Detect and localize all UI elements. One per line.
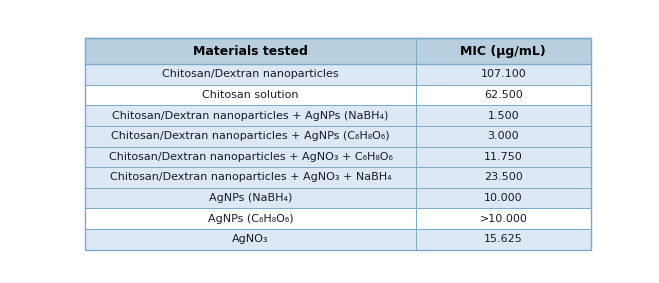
- Bar: [85, 126, 416, 147]
- Bar: [85, 147, 416, 167]
- Text: AgNPs (NaBH₄): AgNPs (NaBH₄): [209, 193, 292, 203]
- Text: Chitosan/Dextran nanoparticles + AgNPs (C₆H₈O₆): Chitosan/Dextran nanoparticles + AgNPs (…: [111, 131, 390, 141]
- Bar: [85, 229, 416, 250]
- Bar: [85, 167, 416, 188]
- Text: 107.100: 107.100: [480, 69, 526, 79]
- Bar: [416, 126, 590, 147]
- Bar: [416, 188, 590, 209]
- Bar: [416, 229, 590, 250]
- Text: MIC (µg/mL): MIC (µg/mL): [461, 45, 546, 58]
- Text: Chitosan/Dextran nanoparticles + AgNO₃ + NaBH₄: Chitosan/Dextran nanoparticles + AgNO₃ +…: [109, 173, 391, 183]
- Text: 62.500: 62.500: [484, 90, 523, 100]
- Bar: [416, 38, 590, 64]
- Text: Chitosan solution: Chitosan solution: [202, 90, 299, 100]
- Bar: [416, 147, 590, 167]
- Bar: [85, 38, 416, 64]
- Bar: [416, 167, 590, 188]
- Bar: [85, 188, 416, 209]
- Text: 11.750: 11.750: [484, 152, 523, 162]
- Text: AgNO₃: AgNO₃: [232, 234, 269, 245]
- Text: Materials tested: Materials tested: [193, 45, 308, 58]
- Text: 3.000: 3.000: [488, 131, 519, 141]
- Bar: [416, 209, 590, 229]
- Bar: [85, 209, 416, 229]
- Text: >10.000: >10.000: [479, 214, 527, 224]
- Text: Chitosan/Dextran nanoparticles: Chitosan/Dextran nanoparticles: [162, 69, 339, 79]
- Bar: [85, 64, 416, 85]
- Bar: [416, 64, 590, 85]
- Text: 10.000: 10.000: [484, 193, 523, 203]
- Text: 15.625: 15.625: [484, 234, 523, 245]
- Bar: [85, 85, 416, 105]
- Text: 23.500: 23.500: [484, 173, 523, 183]
- Bar: [416, 85, 590, 105]
- Text: Chitosan/Dextran nanoparticles + AgNO₃ + C₆H₈O₆: Chitosan/Dextran nanoparticles + AgNO₃ +…: [109, 152, 393, 162]
- Bar: [85, 105, 416, 126]
- Bar: [416, 105, 590, 126]
- Text: 1.500: 1.500: [488, 111, 519, 121]
- Text: AgNPs (C₆H₈O₆): AgNPs (C₆H₈O₆): [208, 214, 293, 224]
- Text: Chitosan/Dextran nanoparticles + AgNPs (NaBH₄): Chitosan/Dextran nanoparticles + AgNPs (…: [112, 111, 389, 121]
